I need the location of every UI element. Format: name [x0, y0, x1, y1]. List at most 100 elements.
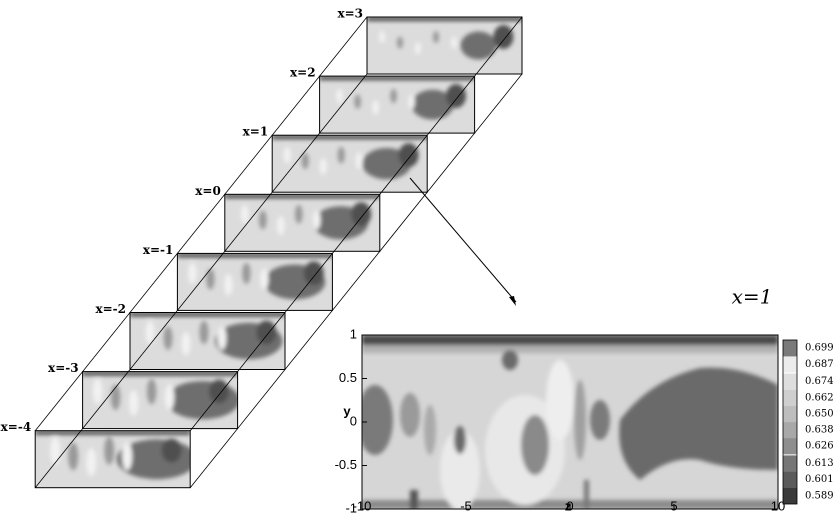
colorbar: 0.5890.6010.6130.6260.6380.6500.6620.674… — [783, 340, 834, 504]
slice: x=-4 — [1, 420, 197, 488]
arrow-head — [509, 296, 516, 306]
colorbar-swatch — [783, 422, 797, 438]
blob — [390, 89, 397, 103]
arrow — [410, 178, 516, 302]
colorbar-swatch — [783, 374, 797, 390]
blob — [356, 153, 363, 170]
blob — [166, 381, 240, 419]
slice-top — [35, 431, 190, 435]
slice-label: x=-4 — [1, 420, 32, 434]
blob — [129, 390, 138, 416]
slice-top — [225, 194, 380, 198]
colorbar-swatch — [783, 356, 797, 372]
slice-top — [272, 135, 427, 139]
colorbar-label: 0.699 — [805, 343, 834, 354]
blob — [206, 268, 214, 289]
blob — [256, 320, 276, 344]
slice: x=-2 — [95, 302, 285, 370]
blob — [50, 437, 60, 465]
blob — [259, 211, 267, 230]
slice: x=1 — [243, 125, 428, 193]
colorbar-swatch — [783, 455, 797, 471]
colorbar-swatch — [783, 488, 797, 504]
figure: x=3x=2x=1x=0x=-1x=-2x=-3x=-4 x=1 y z -10… — [0, 0, 838, 513]
colorbar-label: 0.662 — [805, 392, 834, 403]
blob — [242, 263, 250, 284]
blob — [451, 37, 457, 49]
blob — [399, 143, 419, 167]
blob — [147, 379, 156, 405]
colorbar-swatch — [783, 471, 797, 487]
y-tick-label: 1 — [350, 326, 357, 341]
blob — [104, 437, 114, 465]
blob — [351, 202, 371, 226]
blob — [295, 205, 303, 224]
colorbar-swatch — [783, 340, 797, 356]
blob — [415, 42, 421, 54]
blob — [338, 147, 345, 164]
slice: x=-3 — [48, 361, 240, 429]
blob — [379, 31, 385, 43]
slice-field — [35, 431, 197, 488]
blob — [218, 326, 227, 349]
blob — [86, 448, 96, 476]
blob — [162, 439, 182, 463]
blob — [433, 31, 439, 43]
contour-field — [357, 335, 778, 510]
blob — [408, 95, 415, 109]
slice: x=-1 — [143, 243, 333, 311]
x-tick-label: 0 — [566, 498, 573, 513]
blob — [313, 211, 321, 230]
colorbar-label: 0.589 — [805, 490, 834, 501]
slice-top — [177, 253, 332, 257]
slice-top — [367, 17, 522, 21]
main-title: x=1 — [732, 285, 773, 309]
blob — [284, 147, 291, 164]
blob — [336, 89, 343, 103]
blob — [277, 216, 285, 235]
slice-field — [83, 372, 240, 429]
blob — [320, 158, 327, 175]
slice-top — [320, 76, 475, 80]
x-tick-label: -5 — [460, 498, 472, 513]
slice-label: x=0 — [195, 184, 221, 198]
blob — [372, 100, 379, 114]
slice-label: x=1 — [243, 125, 269, 139]
blob — [111, 384, 120, 410]
y-tick-label: 0.5 — [339, 370, 357, 385]
blob — [182, 332, 191, 355]
slice: x=2 — [290, 66, 475, 134]
slice-label: x=-1 — [143, 243, 174, 257]
x-tick-label: 5 — [670, 498, 677, 513]
blob — [302, 153, 309, 170]
slice-label: x=3 — [337, 7, 363, 21]
colorbar-label: 0.626 — [805, 441, 834, 452]
blob — [493, 25, 513, 49]
blob — [224, 274, 232, 295]
y-tick-label: 0 — [350, 413, 357, 428]
blob — [200, 321, 209, 344]
slice-top — [130, 313, 285, 317]
slice-label: x=2 — [290, 66, 316, 80]
colorbar-swatch — [783, 438, 797, 454]
blob — [188, 263, 196, 284]
y-tick-label: -0.5 — [335, 457, 357, 472]
colorbar-swatch — [783, 406, 797, 422]
colorbar-label: 0.674 — [805, 376, 834, 387]
colorbar-swatch — [783, 390, 797, 406]
blob — [68, 442, 78, 470]
slice-label: x=-2 — [95, 302, 126, 316]
colorbar-label: 0.601 — [805, 474, 834, 485]
colorbar-label: 0.687 — [805, 359, 834, 370]
blob — [446, 84, 466, 108]
blob — [122, 442, 132, 470]
blob — [397, 37, 403, 49]
blob — [209, 380, 229, 404]
slice: x=3 — [337, 7, 522, 75]
blob — [241, 205, 249, 224]
slice-label: x=-3 — [48, 361, 79, 375]
blob — [260, 268, 268, 289]
blob — [93, 379, 102, 405]
colorbar-label: 0.638 — [805, 425, 834, 436]
slice: x=0 — [195, 184, 380, 252]
